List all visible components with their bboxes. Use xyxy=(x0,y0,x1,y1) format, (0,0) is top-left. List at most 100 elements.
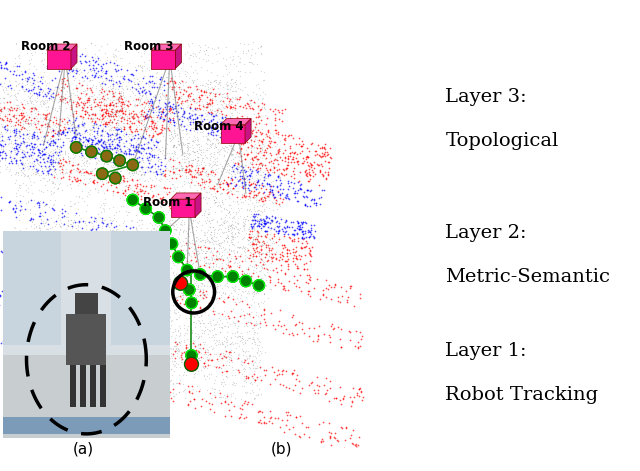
Point xyxy=(92,335,102,343)
Point xyxy=(93,210,103,218)
Point xyxy=(196,185,206,192)
Point xyxy=(54,104,64,112)
Point xyxy=(0,237,3,245)
Point xyxy=(84,294,95,302)
Point xyxy=(176,93,186,100)
Point xyxy=(101,375,111,382)
Point xyxy=(210,340,220,347)
Point xyxy=(45,42,56,49)
Point xyxy=(83,96,93,104)
Point xyxy=(216,355,226,362)
Point xyxy=(97,360,107,368)
Point xyxy=(0,137,8,145)
Point xyxy=(153,244,163,252)
Point xyxy=(147,221,157,229)
Point xyxy=(148,140,159,148)
Point xyxy=(250,123,260,131)
Point xyxy=(250,394,260,401)
Point xyxy=(113,82,124,90)
Point xyxy=(138,147,148,154)
Point xyxy=(163,227,173,235)
Point xyxy=(44,102,54,110)
Point xyxy=(141,294,151,301)
Point xyxy=(77,118,87,126)
Point xyxy=(191,173,202,180)
Point xyxy=(196,237,206,244)
Point xyxy=(209,196,219,204)
Point xyxy=(138,132,148,140)
Point xyxy=(67,161,77,169)
Point xyxy=(207,106,217,114)
Point xyxy=(0,127,1,134)
Point xyxy=(13,358,24,366)
Point xyxy=(145,211,155,219)
Point xyxy=(207,140,217,148)
Point xyxy=(199,371,209,379)
Point xyxy=(182,135,192,143)
Point xyxy=(214,225,224,233)
Point xyxy=(109,53,120,61)
Point xyxy=(222,374,232,381)
Point xyxy=(158,110,168,118)
Point xyxy=(67,259,77,266)
Point xyxy=(38,360,48,368)
Point xyxy=(153,156,163,164)
Point xyxy=(47,296,57,304)
Point xyxy=(0,95,10,102)
Point xyxy=(255,319,265,326)
Point xyxy=(233,115,243,122)
Point xyxy=(131,211,141,219)
Point xyxy=(236,117,246,124)
Point xyxy=(178,228,188,236)
Point xyxy=(136,92,147,99)
Point xyxy=(87,66,97,74)
Point xyxy=(12,296,22,303)
Point xyxy=(64,291,74,299)
Point xyxy=(173,101,183,109)
Point xyxy=(227,230,237,238)
Point xyxy=(157,123,168,131)
Point xyxy=(112,153,122,160)
Point xyxy=(145,295,155,303)
Point xyxy=(138,117,148,125)
Point xyxy=(106,85,116,93)
Point xyxy=(0,116,1,124)
Point xyxy=(172,196,182,204)
Point xyxy=(99,157,109,164)
Point xyxy=(53,148,63,156)
Point xyxy=(172,131,182,138)
Point xyxy=(185,97,195,105)
Point xyxy=(81,278,91,285)
Point xyxy=(33,166,44,173)
Point xyxy=(104,86,115,93)
Point xyxy=(114,138,124,146)
Point xyxy=(66,222,76,230)
Point xyxy=(185,239,195,247)
Point xyxy=(177,90,188,97)
Point xyxy=(171,390,181,398)
Point xyxy=(265,235,275,243)
Point xyxy=(65,118,75,125)
Point xyxy=(250,163,260,171)
Point xyxy=(206,88,216,96)
Point xyxy=(174,339,184,346)
Point xyxy=(217,143,227,150)
Point xyxy=(131,103,141,110)
Point xyxy=(215,183,225,190)
Point xyxy=(38,150,49,157)
Point xyxy=(175,351,186,358)
Point xyxy=(238,122,248,130)
Point xyxy=(200,398,211,405)
Point xyxy=(232,248,243,256)
Point xyxy=(240,216,250,223)
Point xyxy=(239,220,250,228)
Point xyxy=(214,239,225,247)
Point xyxy=(147,98,157,106)
Point xyxy=(118,125,129,133)
Point xyxy=(190,369,200,377)
Point xyxy=(29,106,39,114)
Point xyxy=(7,113,17,120)
Point xyxy=(249,252,259,260)
Point xyxy=(245,189,255,196)
Point xyxy=(175,226,186,233)
